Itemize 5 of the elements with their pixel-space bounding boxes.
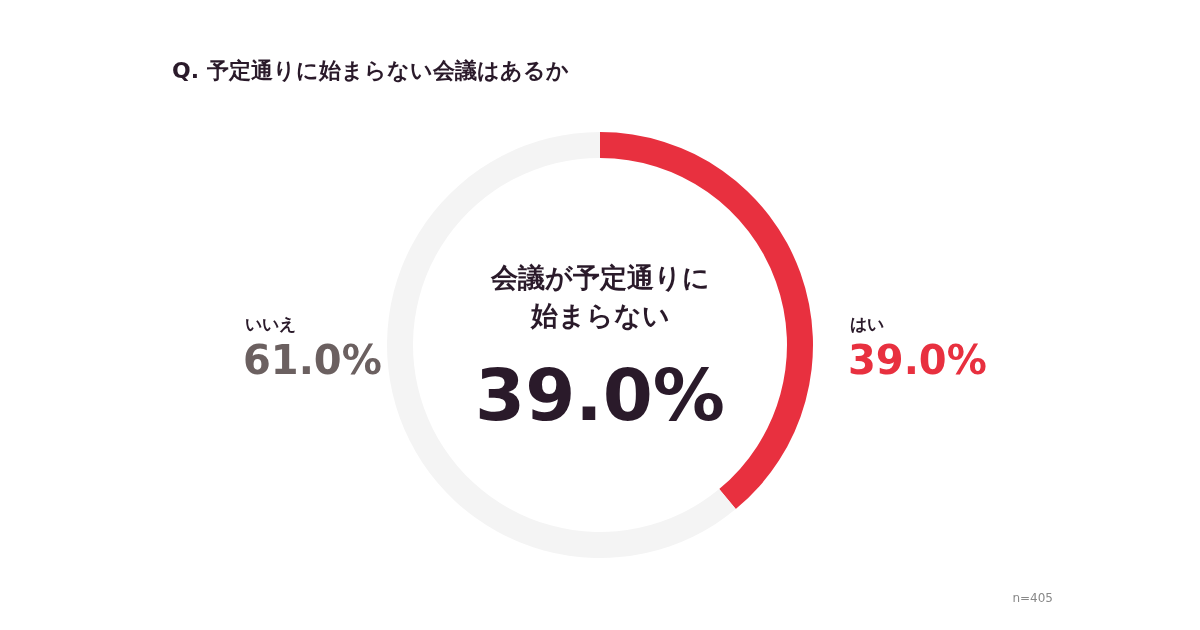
annotation: 会議が予定通りに <box>490 262 710 293</box>
annotation: 始まらない <box>530 300 670 331</box>
annotation: n=405 <box>1012 591 1053 605</box>
title: Q. 予定通りに始まらない会議はあるか <box>172 58 569 83</box>
annotation: 39.0% <box>475 353 725 437</box>
